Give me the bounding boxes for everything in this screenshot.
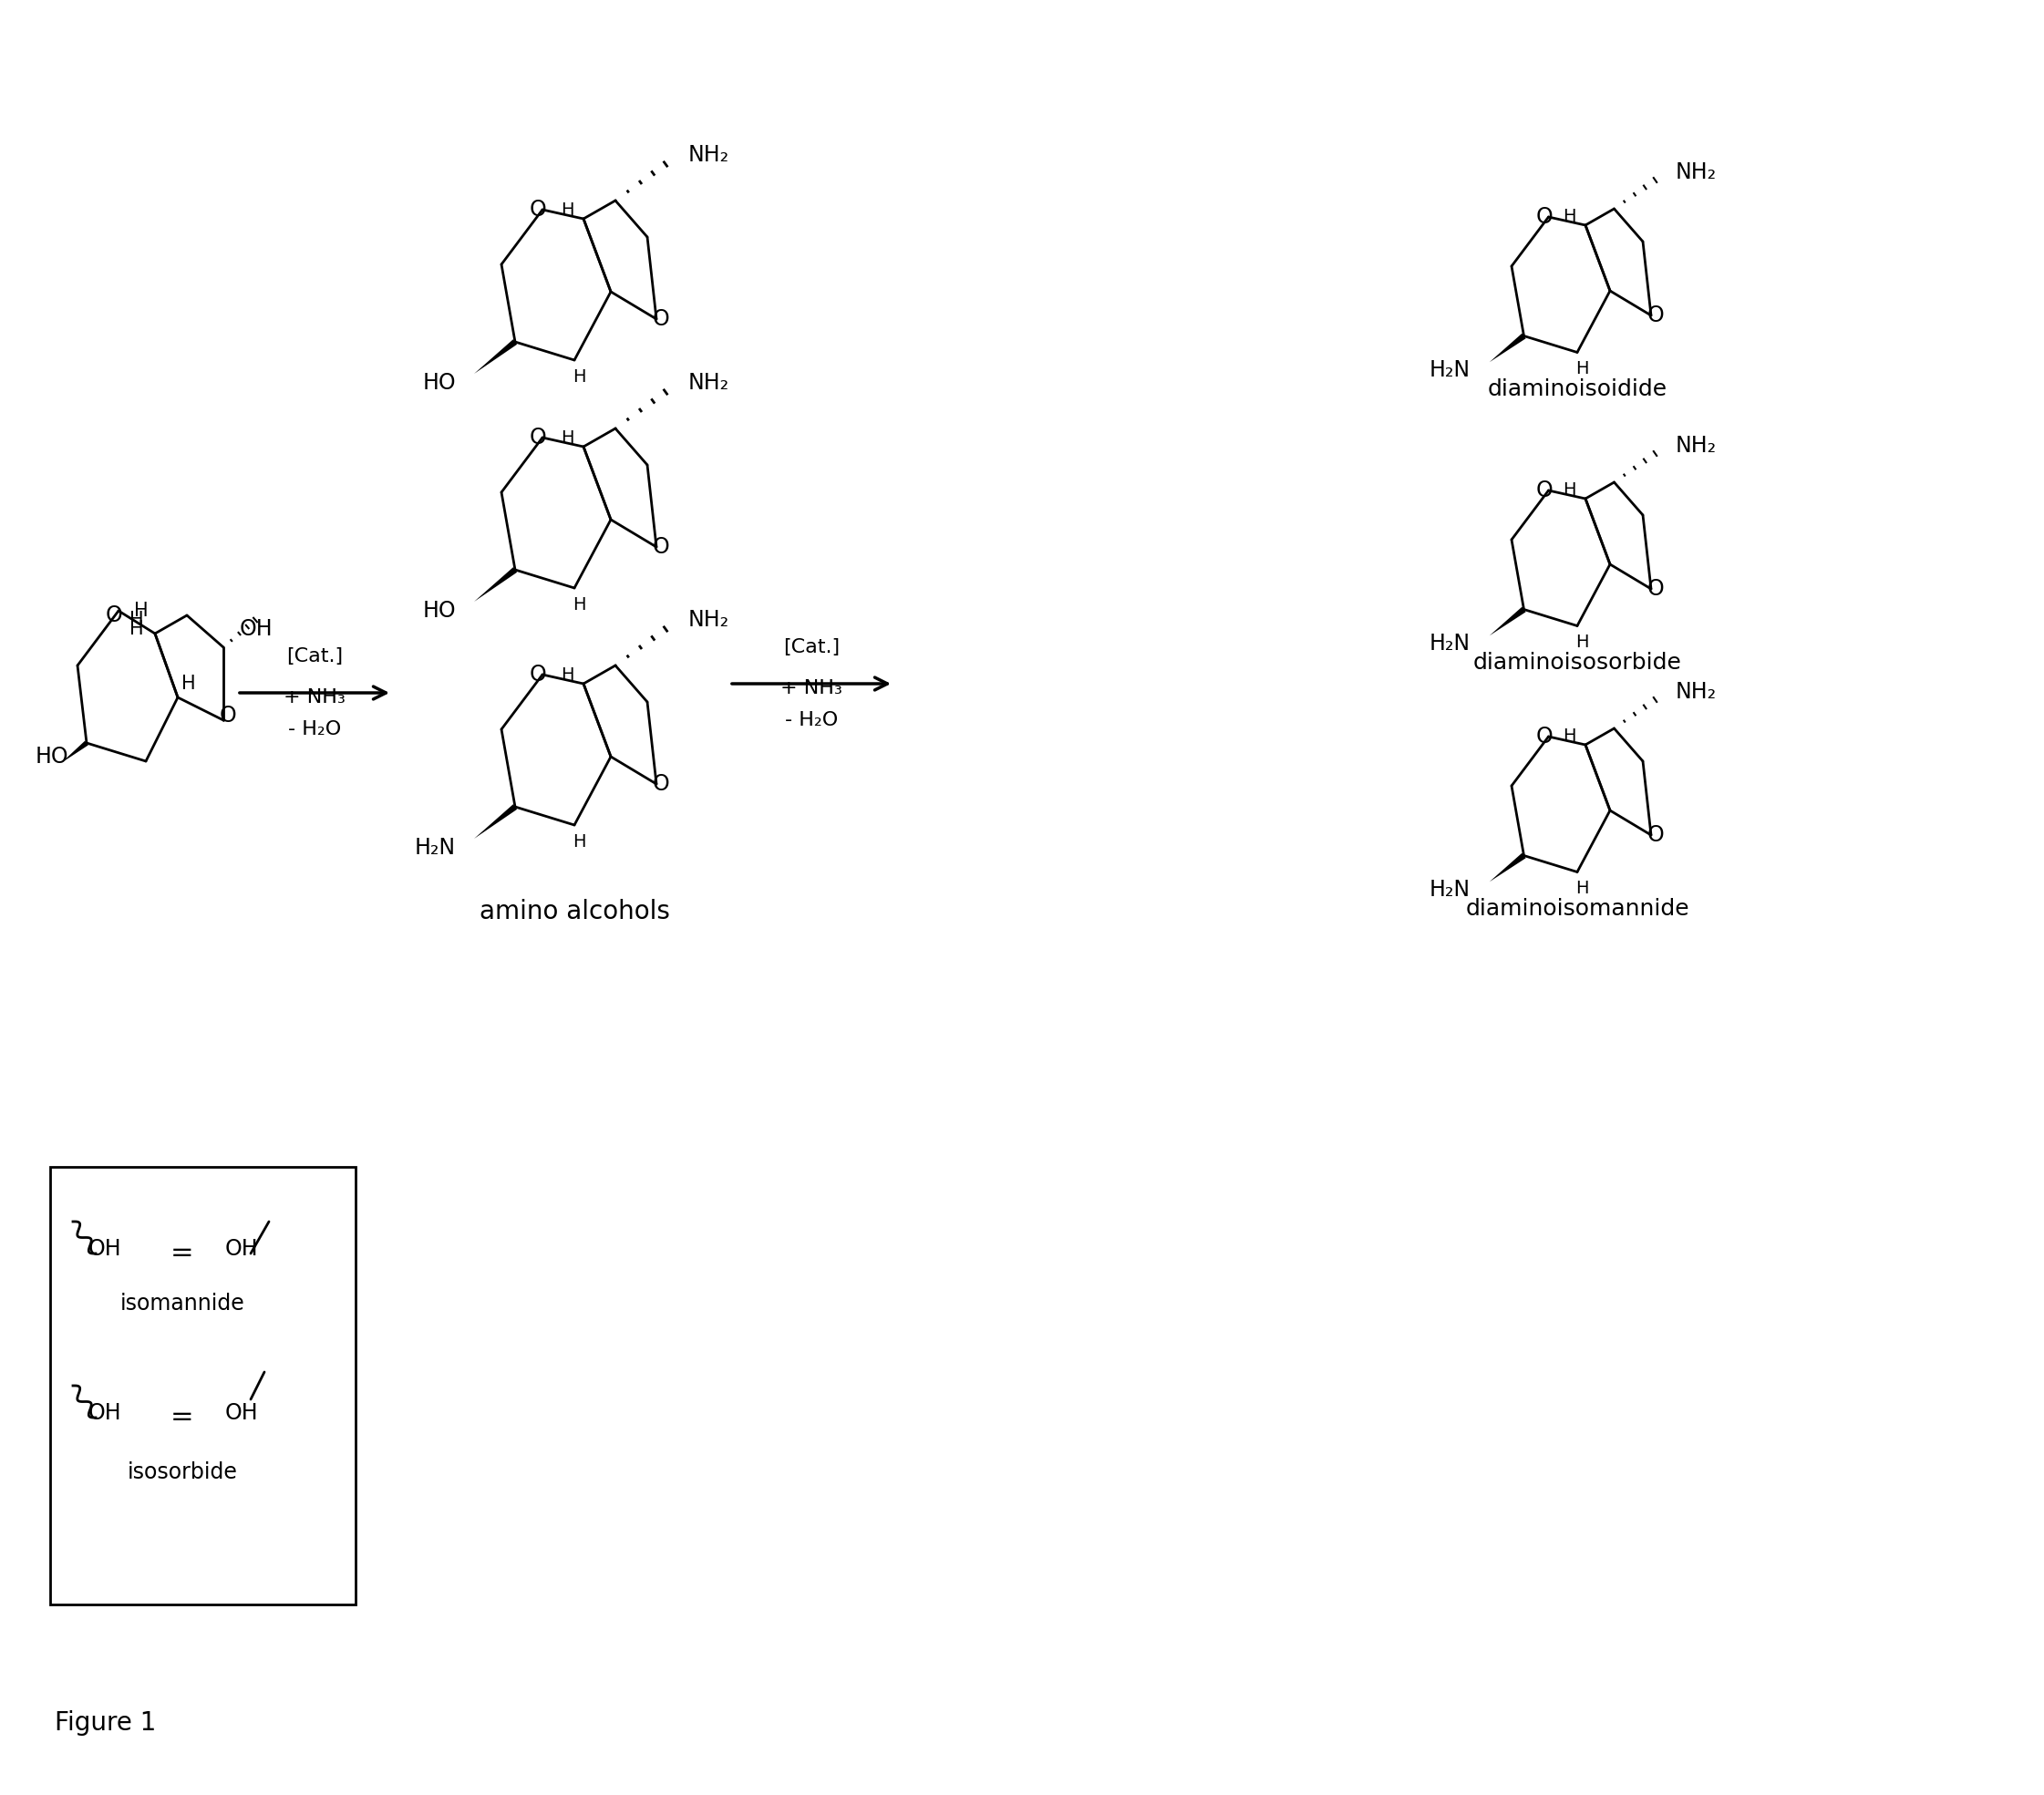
Text: H: H — [1576, 361, 1588, 377]
Text: O: O — [106, 605, 123, 626]
Text: diaminoisomannide: diaminoisomannide — [1466, 898, 1688, 919]
Text: O: O — [652, 774, 670, 795]
Text: diaminoisosorbide: diaminoisosorbide — [1474, 652, 1682, 673]
Text: HO: HO — [35, 745, 67, 768]
Text: OH: OH — [239, 617, 274, 641]
Text: H: H — [182, 675, 196, 693]
Text: HO: HO — [423, 372, 456, 393]
Text: H₂N: H₂N — [415, 836, 456, 858]
Text: O: O — [529, 664, 546, 686]
Text: H: H — [572, 368, 585, 386]
Polygon shape — [1490, 334, 1525, 363]
Text: [Cat.]: [Cat.] — [286, 648, 343, 666]
Text: H₂N: H₂N — [1429, 880, 1470, 901]
Text: H₂N: H₂N — [1429, 359, 1470, 381]
Text: NH₂: NH₂ — [1676, 680, 1717, 702]
Text: H: H — [560, 429, 574, 447]
Text: H: H — [1562, 208, 1576, 224]
Text: H: H — [560, 666, 574, 684]
Text: OH: OH — [88, 1402, 121, 1423]
Text: H: H — [129, 619, 143, 639]
Text: O: O — [1535, 725, 1553, 747]
Text: HO: HO — [423, 600, 456, 621]
Polygon shape — [61, 741, 88, 763]
Text: O: O — [652, 537, 670, 558]
Text: diaminoisoidide: diaminoisoidide — [1488, 379, 1668, 400]
Text: isosorbide: isosorbide — [127, 1461, 237, 1483]
Text: OH: OH — [225, 1402, 258, 1423]
Text: NH₂: NH₂ — [689, 372, 730, 393]
Bar — [51, 1167, 356, 1605]
Text: - H₂O: - H₂O — [288, 720, 341, 738]
Text: H: H — [1562, 481, 1576, 499]
Text: O: O — [1647, 824, 1664, 845]
Text: isomannide: isomannide — [121, 1292, 245, 1314]
Text: H: H — [1576, 634, 1588, 652]
Text: H: H — [1576, 880, 1588, 898]
Text: OH: OH — [88, 1239, 121, 1260]
Text: H: H — [572, 596, 585, 614]
Polygon shape — [1490, 607, 1525, 635]
Text: O: O — [529, 199, 546, 221]
Text: [Cat.]: [Cat.] — [783, 639, 840, 657]
Text: H: H — [1562, 727, 1576, 745]
Text: H: H — [572, 833, 585, 851]
Text: + NH₃: + NH₃ — [781, 679, 842, 698]
Text: OH: OH — [225, 1239, 258, 1260]
Text: =: = — [170, 1404, 194, 1431]
Polygon shape — [474, 567, 517, 601]
Text: O: O — [1535, 206, 1553, 228]
Text: O: O — [1647, 305, 1664, 327]
Text: H: H — [129, 610, 143, 628]
Text: O: O — [529, 427, 546, 449]
Text: H: H — [560, 201, 574, 219]
Text: Figure 1: Figure 1 — [55, 1711, 155, 1736]
Text: amino alcohols: amino alcohols — [478, 899, 670, 924]
Text: NH₂: NH₂ — [1676, 162, 1717, 183]
Text: NH₂: NH₂ — [1676, 434, 1717, 456]
Text: O: O — [1647, 578, 1664, 600]
Text: H₂N: H₂N — [1429, 634, 1470, 655]
Text: NH₂: NH₂ — [689, 609, 730, 630]
Polygon shape — [1490, 853, 1525, 881]
Polygon shape — [474, 804, 517, 838]
Polygon shape — [474, 339, 517, 373]
Text: O: O — [652, 309, 670, 330]
Text: + NH₃: + NH₃ — [284, 687, 345, 707]
Text: H: H — [135, 601, 149, 619]
Text: =: = — [170, 1240, 194, 1267]
Text: - H₂O: - H₂O — [785, 711, 838, 729]
Text: NH₂: NH₂ — [689, 144, 730, 165]
Text: O: O — [219, 705, 237, 727]
Text: O: O — [1535, 479, 1553, 501]
